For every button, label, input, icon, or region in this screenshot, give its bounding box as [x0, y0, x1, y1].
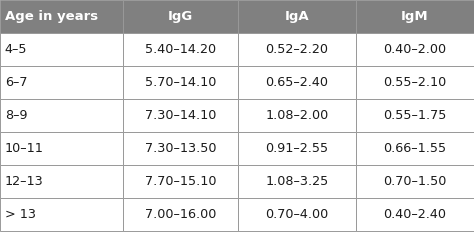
Text: IgM: IgM	[401, 10, 429, 23]
Bar	[123, 66, 238, 99]
Bar	[356, 33, 474, 66]
Text: 7.30–13.50: 7.30–13.50	[145, 142, 216, 155]
Text: 0.91–2.55: 0.91–2.55	[265, 142, 328, 155]
Bar	[123, 165, 238, 198]
Bar	[356, 0, 474, 33]
Bar	[238, 33, 356, 66]
Bar	[356, 132, 474, 165]
Bar	[0, 0, 123, 33]
Bar	[0, 198, 123, 231]
Bar	[0, 99, 123, 132]
Text: 0.40–2.00: 0.40–2.00	[383, 43, 447, 56]
Text: 7.70–15.10: 7.70–15.10	[145, 175, 216, 188]
Text: 0.65–2.40: 0.65–2.40	[265, 76, 328, 89]
Text: 5.40–14.20: 5.40–14.20	[145, 43, 216, 56]
Bar	[0, 66, 123, 99]
Text: 0.66–1.55: 0.66–1.55	[383, 142, 447, 155]
Bar	[123, 99, 238, 132]
Bar	[238, 198, 356, 231]
Text: 1.08–3.25: 1.08–3.25	[265, 175, 328, 188]
Bar	[238, 132, 356, 165]
Text: 6–7: 6–7	[5, 76, 27, 89]
Text: 12–13: 12–13	[5, 175, 44, 188]
Text: 7.00–16.00: 7.00–16.00	[145, 208, 216, 221]
Bar	[123, 0, 238, 33]
Bar	[356, 165, 474, 198]
Text: > 13: > 13	[5, 208, 36, 221]
Bar	[238, 66, 356, 99]
Bar	[238, 99, 356, 132]
Text: 0.70–4.00: 0.70–4.00	[265, 208, 328, 221]
Bar	[238, 165, 356, 198]
Bar	[356, 66, 474, 99]
Bar	[356, 99, 474, 132]
Text: 5.70–14.10: 5.70–14.10	[145, 76, 216, 89]
Bar	[123, 198, 238, 231]
Bar	[0, 33, 123, 66]
Bar	[123, 33, 238, 66]
Text: 0.40–2.40: 0.40–2.40	[383, 208, 447, 221]
Text: 4–5: 4–5	[5, 43, 27, 56]
Text: IgA: IgA	[285, 10, 310, 23]
Text: 7.30–14.10: 7.30–14.10	[145, 109, 216, 122]
Bar	[238, 0, 356, 33]
Bar	[123, 132, 238, 165]
Text: Age in years: Age in years	[5, 10, 98, 23]
Text: 0.70–1.50: 0.70–1.50	[383, 175, 447, 188]
Text: 8–9: 8–9	[5, 109, 27, 122]
Text: IgG: IgG	[168, 10, 193, 23]
Bar	[0, 165, 123, 198]
Bar	[0, 132, 123, 165]
Text: 0.52–2.20: 0.52–2.20	[265, 43, 328, 56]
Text: 1.08–2.00: 1.08–2.00	[265, 109, 328, 122]
Text: 10–11: 10–11	[5, 142, 44, 155]
Text: 0.55–1.75: 0.55–1.75	[383, 109, 447, 122]
Bar	[356, 198, 474, 231]
Text: 0.55–2.10: 0.55–2.10	[383, 76, 447, 89]
